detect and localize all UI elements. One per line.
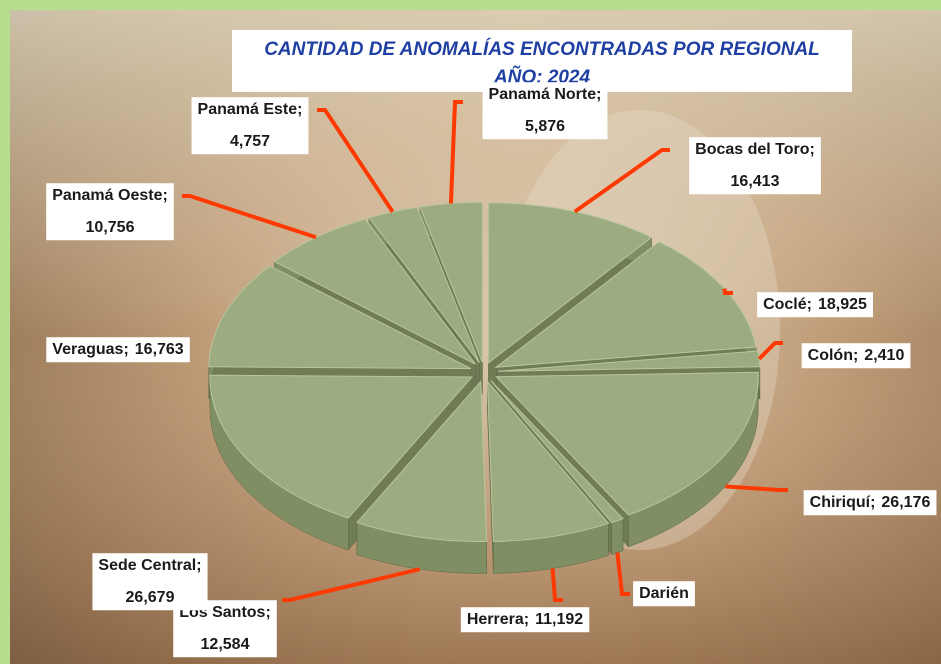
data-label-text: Veraguas; 16,763 [52,341,184,358]
data-label-text: Darién [639,585,689,602]
data-label: Herrera; 11,192 [460,607,590,633]
label-box [46,337,190,363]
data-label: Darién [633,581,695,607]
label-separator: ; [853,347,858,364]
label-box [803,490,937,516]
data-label-text: Bocas del Toro; 16,413 [695,141,815,190]
label-box [191,97,309,155]
slice [486,380,610,542]
label-name: Panamá Oeste [52,187,162,204]
label-value: 10,756 [86,219,135,236]
slice [490,380,624,524]
leader-line [615,552,630,596]
label-value: 12,584 [201,636,250,653]
label-value: 26,176 [881,494,930,511]
label-name: Darién [639,585,689,602]
slice [209,374,474,519]
label-separator: ; [162,187,167,204]
data-label: Panamá Este; 4,757 [191,97,309,155]
label-box [92,553,208,611]
leader-line [317,108,395,213]
label-separator: ; [596,86,601,103]
slice-side [611,518,624,555]
leader-line [448,100,463,204]
label-box [689,137,821,195]
data-label-text: Coclé; 18,925 [763,296,867,313]
label-value: 26,679 [126,589,175,606]
label-name: Colón [808,347,853,364]
data-label-text: Panamá Este; 4,757 [198,101,303,150]
slice [494,241,757,368]
label-box [757,292,874,318]
label-name: Sede Central [98,557,196,574]
label-separator: ; [297,101,302,118]
label-separator: ; [524,611,529,628]
slice [419,201,483,363]
leader-line [282,567,421,602]
leader-line [725,484,788,492]
labels: Bocas del Toro; 16,413 Coclé; 18,925 Colón; 2… [46,82,937,658]
slice [273,218,476,365]
data-label-text: Herrera; 11,192 [467,611,583,628]
slice [208,265,472,370]
data-label-text: Chiriquí; 26,176 [810,494,931,511]
label-separator: ; [265,604,270,621]
data-label: Colón; 2,410 [801,343,911,369]
label-name: Coclé [763,296,807,313]
data-label: Panamá Norte; 5,876 [482,82,608,140]
label-separator: ; [807,296,812,313]
pie [208,201,761,574]
label-box [460,607,590,633]
data-label: Sede Central; 26,679 [92,553,208,611]
label-name: Panamá Norte [489,86,597,103]
data-label-text: Panamá Oeste; 10,756 [52,187,168,236]
slice [495,371,759,516]
label-value: 16,413 [731,173,780,190]
data-label-text: Colón; 2,410 [808,347,905,364]
leader-line [550,568,563,602]
slice [497,350,761,372]
label-separator: ; [196,557,201,574]
label-value: 5,876 [525,118,565,135]
leader-line [757,341,783,361]
slice [488,202,653,364]
label-value: 16,763 [135,341,184,358]
label-name: Veraguas [52,341,123,358]
label-separator: ; [870,494,875,511]
label-value: 2,410 [864,347,904,364]
label-box [633,581,695,607]
leader-line [573,148,670,214]
data-label: Bocas del Toro; 16,413 [689,137,821,195]
data-label: Panamá Oeste; 10,756 [46,183,174,241]
data-label-text: Panamá Norte; 5,876 [489,86,602,135]
data-label: Chiriquí; 26,176 [803,490,937,516]
title-box [232,30,852,92]
data-label: Veraguas; 16,763 [46,337,190,363]
label-separator: ; [810,141,815,158]
label-name: Chiriquí [810,494,871,511]
label-separator: ; [123,341,128,358]
label-name: Herrera [467,611,524,628]
chart-title: CANTIDAD DE ANOMALÍAS ENCONTRADAS POR RE… [264,38,820,60]
label-box [801,343,911,369]
label-value: 4,757 [230,133,270,150]
label-name: Bocas del Toro [695,141,810,158]
slice [356,380,488,542]
leader-line [182,194,317,240]
leader-line [722,288,733,295]
data-label: Coclé; 18,925 [757,292,874,318]
label-value: 18,925 [818,296,867,313]
label-box [482,82,608,140]
label-box [46,183,174,241]
label-name: Panamá Este [198,101,298,118]
label-value: 11,192 [535,611,583,628]
data-label-text: Sede Central; 26,679 [98,557,201,606]
